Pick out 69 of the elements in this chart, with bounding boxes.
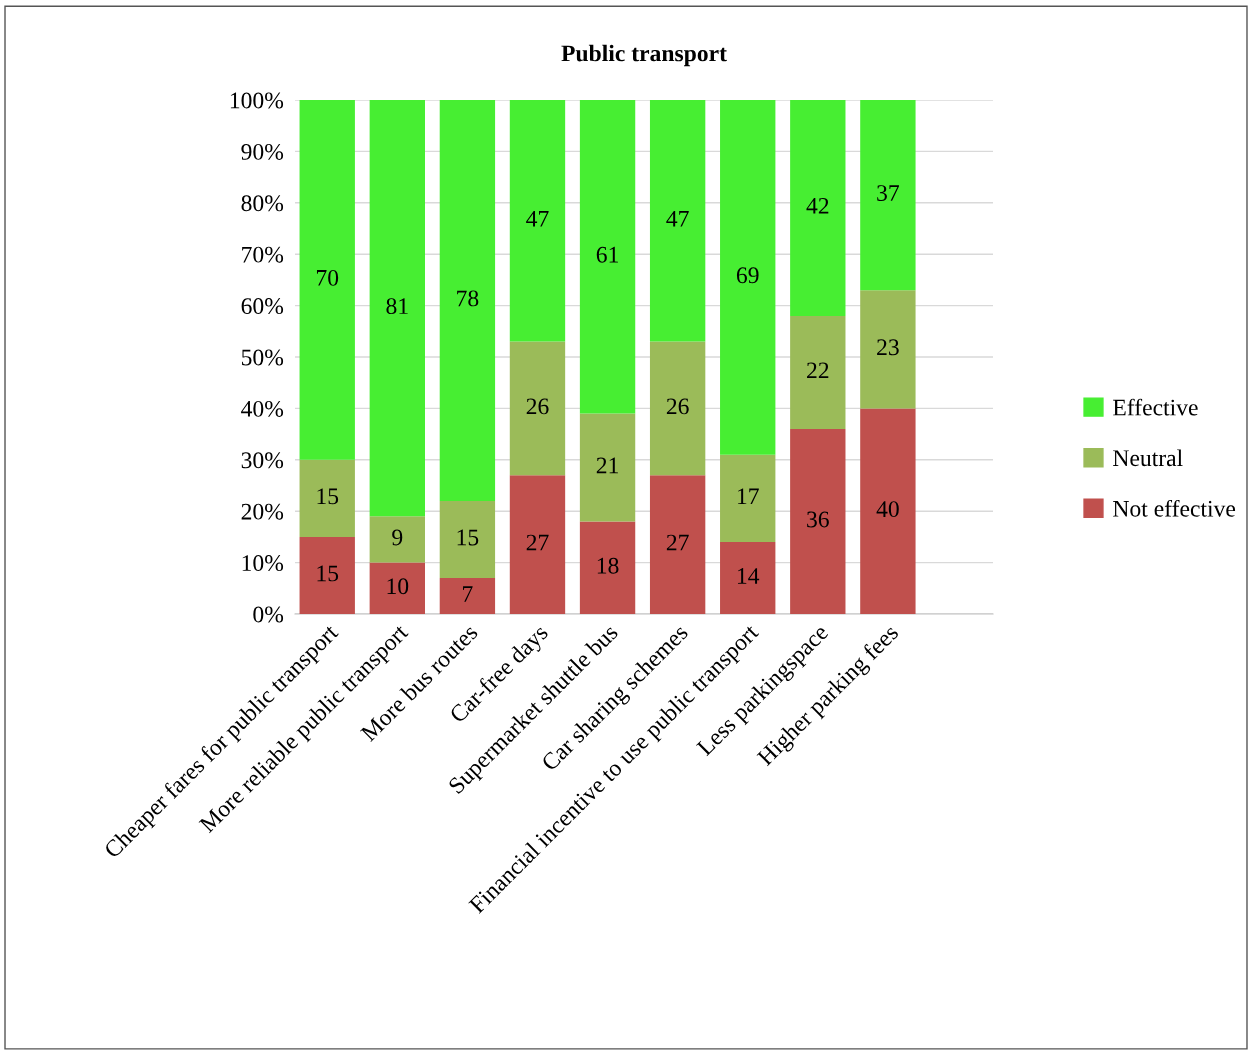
bar bbox=[369, 100, 425, 517]
data-label: 47 bbox=[666, 210, 689, 227]
data-label: 70 bbox=[316, 269, 339, 286]
data-label: 42 bbox=[806, 197, 829, 214]
y-tick-label: 10% bbox=[242, 555, 284, 572]
data-label: 14 bbox=[737, 568, 760, 584]
data-label: 27 bbox=[526, 534, 549, 551]
bar bbox=[439, 578, 496, 614]
y-tick-label: 50% bbox=[241, 349, 284, 366]
bar bbox=[720, 100, 776, 455]
legend-label: Effective bbox=[1113, 398, 1198, 416]
data-label: 9 bbox=[392, 529, 403, 546]
data-label: 15 bbox=[317, 565, 339, 582]
bar bbox=[790, 428, 846, 614]
data-label: 7 bbox=[463, 586, 473, 602]
bar bbox=[299, 536, 355, 614]
y-tick-label: 20% bbox=[241, 503, 284, 520]
bar bbox=[509, 475, 566, 614]
bar bbox=[579, 521, 636, 614]
data-label: 37 bbox=[877, 185, 900, 201]
bar bbox=[579, 100, 636, 414]
data-label: 69 bbox=[736, 267, 759, 284]
data-label: 17 bbox=[737, 488, 759, 505]
data-label: 15 bbox=[457, 529, 479, 546]
data-label: 26 bbox=[666, 398, 689, 415]
data-label: 78 bbox=[457, 290, 479, 307]
chart-title: Public transport bbox=[561, 44, 727, 67]
y-tick-label: 60% bbox=[241, 298, 284, 315]
bar bbox=[509, 100, 566, 342]
data-label: 22 bbox=[807, 362, 829, 379]
bar bbox=[649, 475, 706, 614]
y-tick-label: 80% bbox=[241, 195, 284, 212]
data-label: 27 bbox=[666, 534, 689, 551]
data-label: 15 bbox=[317, 488, 339, 505]
data-label: 10 bbox=[387, 578, 409, 595]
bar bbox=[720, 454, 776, 543]
bar bbox=[860, 100, 916, 291]
bar bbox=[649, 100, 706, 342]
bar bbox=[649, 341, 706, 476]
bar bbox=[509, 341, 566, 476]
data-label: 40 bbox=[876, 501, 899, 518]
data-label: 47 bbox=[526, 210, 549, 227]
data-label: 61 bbox=[596, 246, 618, 263]
data-label: 18 bbox=[597, 557, 619, 574]
y-tick-label: 70% bbox=[242, 246, 284, 263]
bar bbox=[790, 315, 846, 429]
bar bbox=[299, 459, 355, 537]
legend-label: Neutral bbox=[1113, 449, 1183, 467]
bar bbox=[720, 542, 776, 614]
bar bbox=[299, 100, 355, 460]
bar bbox=[439, 100, 496, 501]
bar bbox=[579, 413, 636, 522]
bar bbox=[369, 562, 425, 614]
data-label: 26 bbox=[526, 398, 549, 415]
bar bbox=[439, 500, 496, 579]
data-label: 21 bbox=[596, 457, 618, 474]
bar bbox=[369, 516, 425, 563]
bar bbox=[790, 100, 846, 316]
legend-label: Not effective bbox=[1113, 499, 1236, 517]
data-label: 81 bbox=[386, 298, 408, 315]
y-tick-label: 40% bbox=[241, 400, 284, 417]
data-label: 36 bbox=[807, 511, 829, 528]
bar bbox=[860, 408, 916, 614]
y-tick-label: 90% bbox=[241, 143, 284, 160]
y-tick-label: 0% bbox=[253, 606, 284, 623]
data-label: 23 bbox=[877, 339, 899, 356]
bar bbox=[860, 290, 916, 409]
y-tick-label: 30% bbox=[241, 452, 284, 469]
y-tick-label: 100% bbox=[230, 92, 284, 109]
